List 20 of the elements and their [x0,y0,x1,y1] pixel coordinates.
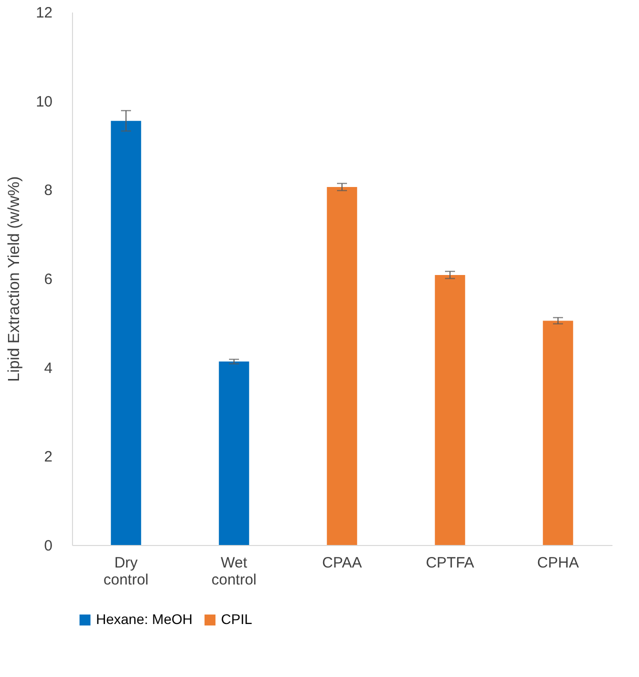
x-tick-label: Dry control [103,554,149,588]
bar [218,362,250,545]
x-tick-label: Wet control [211,554,257,588]
bar [542,320,574,545]
x-tick-label: CPHA [537,554,579,572]
y-tick-label: 6 [44,271,52,288]
y-tick-label: 2 [44,448,52,466]
y-tick-label: 12 [36,4,52,22]
x-tick-label: CPTFA [426,554,474,572]
y-tick-label: 10 [36,93,52,110]
x-tick-label: CPAA [322,554,362,572]
y-tick-label: 8 [44,182,52,200]
bar [434,274,466,545]
bar [326,187,358,545]
legend-label: Hexane: MeOH [96,611,192,627]
y-axis-title: Lipid Extraction Yield (w/w%) [6,176,23,382]
legend-label: CPIL [221,611,252,627]
bar [110,120,142,545]
y-tick-label: 0 [44,538,52,554]
y-tick-label: 4 [44,360,52,377]
